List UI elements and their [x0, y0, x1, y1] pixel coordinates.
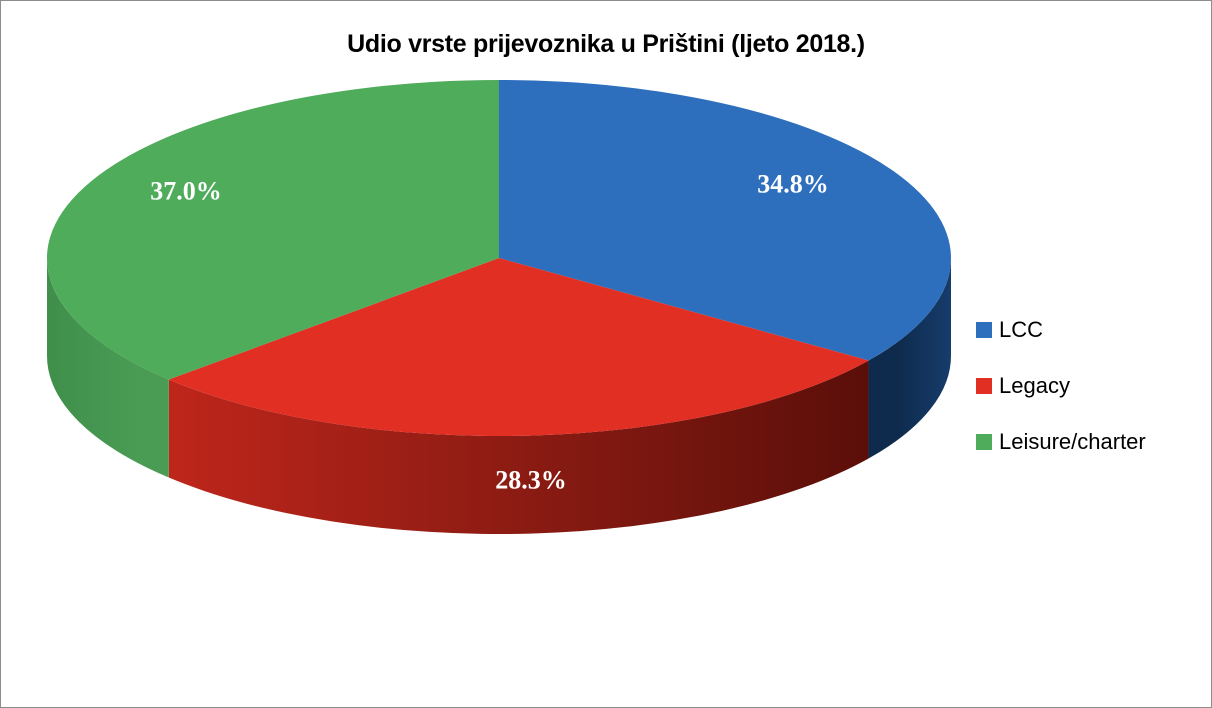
- legend-swatch-lcc: [976, 322, 992, 338]
- legend-item-lcc: LCC: [976, 316, 1146, 344]
- legend-item-leisure-charter: Leisure/charter: [976, 428, 1146, 456]
- legend-item-legacy: Legacy: [976, 372, 1146, 400]
- legend: LCC Legacy Leisure/charter: [976, 316, 1146, 484]
- legend-swatch-legacy: [976, 378, 992, 394]
- data-label-leisure-charter: 37.0%: [150, 177, 222, 206]
- data-label-legacy: 28.3%: [495, 466, 567, 495]
- pie-top-faces: [46, 80, 951, 436]
- legend-label-lcc: LCC: [999, 317, 1044, 342]
- legend-label-legacy: Legacy: [999, 373, 1070, 398]
- pie-side-lcc: [868, 258, 951, 459]
- legend-swatch-leisure-charter: [976, 434, 992, 450]
- pie-side-legacy: [168, 360, 869, 534]
- chart-title: Udio vrste prijevoznika u Prištini (ljet…: [347, 30, 865, 58]
- data-label-lcc: 34.8%: [757, 170, 829, 199]
- pie-side-leisure-charter: [47, 258, 169, 478]
- pie-slice-leisure-charter: [46, 80, 499, 380]
- legend-label-leisure-charter: Leisure/charter: [999, 429, 1146, 454]
- pie-side-walls: [47, 258, 951, 534]
- pie-slice-lcc: [499, 80, 951, 361]
- pie-slice-legacy: [168, 258, 869, 436]
